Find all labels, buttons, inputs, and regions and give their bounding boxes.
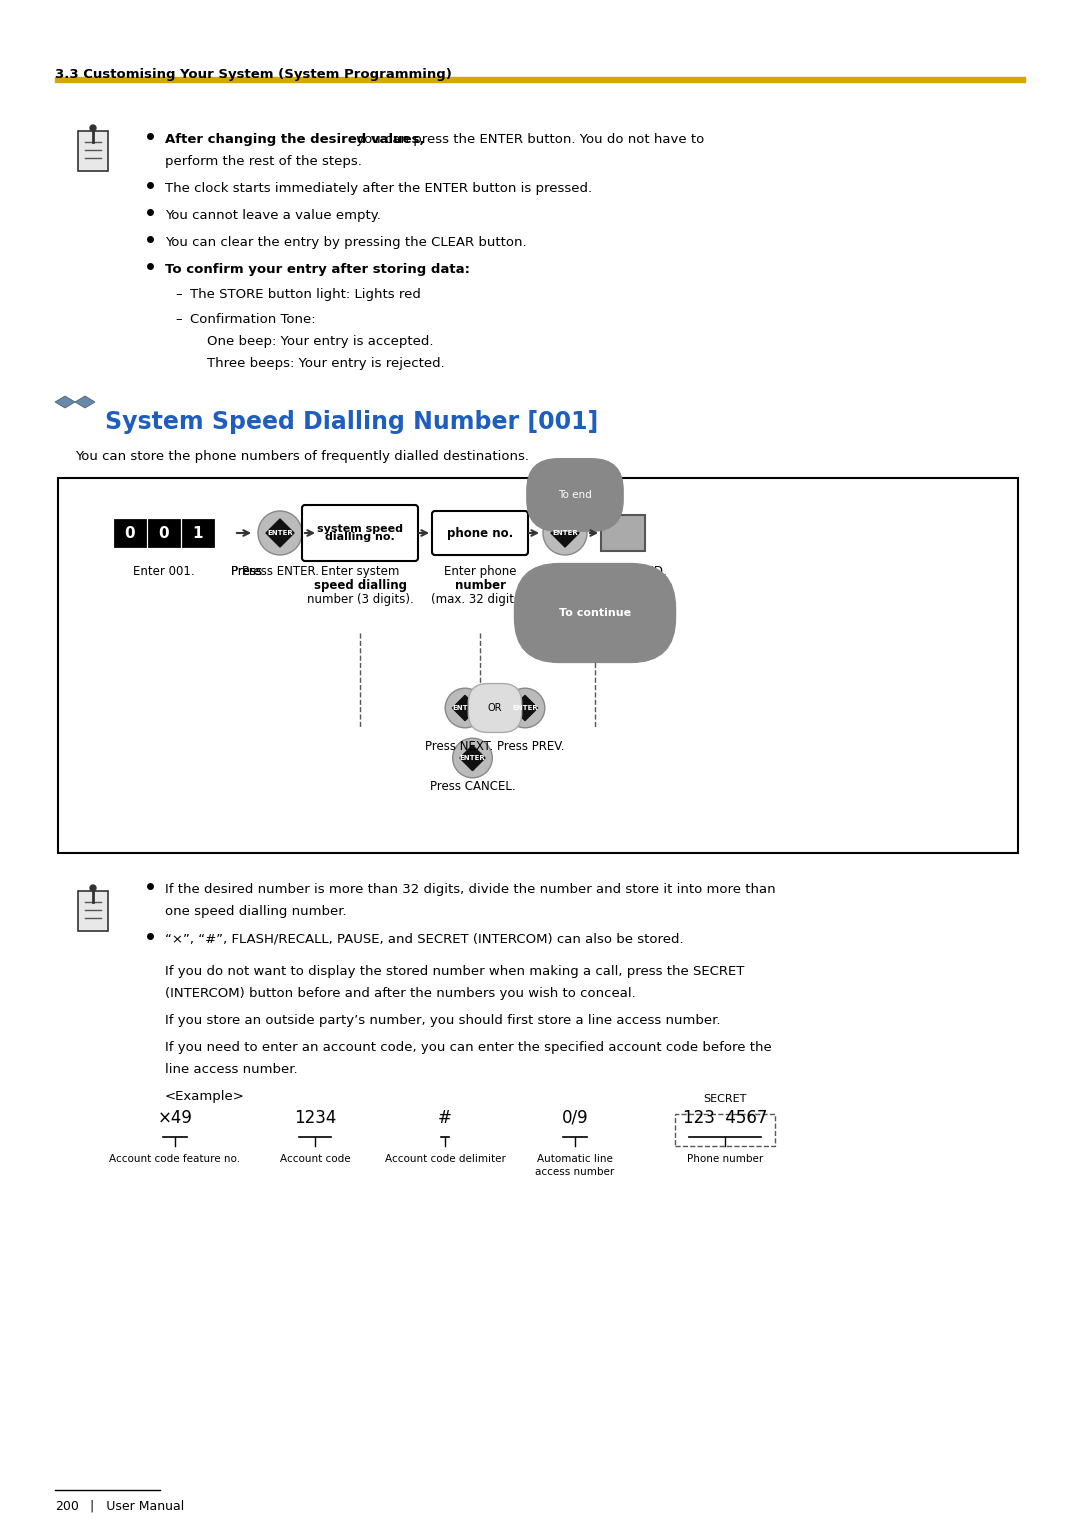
Text: Enter 001.: Enter 001. [133, 565, 194, 578]
Text: 1234: 1234 [294, 1109, 336, 1128]
Polygon shape [512, 695, 538, 721]
Ellipse shape [445, 688, 485, 727]
Text: speed dialling: speed dialling [313, 579, 406, 591]
Text: “×”, “#”, FLASH/RECALL, PAUSE, and SECRET (INTERCOM) can also be stored.: “×”, “#”, FLASH/RECALL, PAUSE, and SECRE… [165, 934, 684, 946]
Text: To continue: To continue [559, 608, 631, 617]
FancyBboxPatch shape [302, 504, 418, 561]
FancyBboxPatch shape [114, 520, 145, 545]
Text: Press END.: Press END. [603, 565, 666, 578]
Text: ENTER: ENTER [267, 530, 293, 536]
Polygon shape [266, 520, 294, 547]
Text: 0: 0 [124, 526, 135, 541]
Text: To end: To end [558, 490, 592, 500]
Polygon shape [460, 746, 485, 770]
Text: Confirmation Tone:: Confirmation Tone: [190, 313, 315, 325]
Text: #: # [438, 1109, 451, 1128]
Text: 1: 1 [192, 526, 203, 541]
Text: ENTER: ENTER [460, 755, 485, 761]
Text: dialling no.: dialling no. [325, 532, 395, 541]
Text: ENTER: ENTER [552, 530, 578, 536]
Text: ×49: ×49 [158, 1109, 192, 1128]
Text: System Speed Dialling Number [001]: System Speed Dialling Number [001] [105, 410, 598, 434]
Text: Account code feature no.: Account code feature no. [109, 1154, 241, 1164]
Text: You cannot leave a value empty.: You cannot leave a value empty. [165, 209, 381, 222]
FancyBboxPatch shape [78, 131, 108, 171]
Circle shape [90, 885, 96, 891]
FancyBboxPatch shape [432, 510, 528, 555]
Text: number (3 digits).: number (3 digits). [307, 593, 414, 607]
Text: Press: Press [231, 565, 266, 578]
Text: line access number.: line access number. [165, 1063, 298, 1076]
Text: perform the rest of the steps.: perform the rest of the steps. [165, 154, 362, 168]
Text: If you do not want to display the stored number when making a call, press the SE: If you do not want to display the stored… [165, 966, 744, 978]
Ellipse shape [505, 688, 544, 727]
Text: you can press the ENTER button. You do not have to: you can press the ENTER button. You do n… [352, 133, 704, 147]
Polygon shape [75, 396, 95, 408]
Polygon shape [55, 396, 75, 408]
Text: Press ENTER.: Press ENTER. [242, 565, 319, 578]
Bar [55, 76, 1025, 83]
Text: OR: OR [488, 703, 502, 714]
Text: 3.3 Customising Your System (System Programming): 3.3 Customising Your System (System Prog… [55, 69, 451, 81]
Text: Press NEXT. Press PREV.: Press NEXT. Press PREV. [426, 740, 565, 753]
Text: The clock starts immediately after the ENTER button is pressed.: The clock starts immediately after the E… [165, 182, 592, 196]
Text: If the desired number is more than 32 digits, divide the number and store it int: If the desired number is more than 32 di… [165, 883, 775, 895]
Text: Automatic line: Automatic line [537, 1154, 613, 1164]
FancyBboxPatch shape [183, 520, 213, 545]
Text: If you store an outside party’s number, you should first store a line access num: If you store an outside party’s number, … [165, 1015, 720, 1027]
Text: access number: access number [536, 1167, 615, 1177]
Text: One beep: Your entry is accepted.: One beep: Your entry is accepted. [190, 335, 433, 348]
Text: You can store the phone numbers of frequently dialled destinations.: You can store the phone numbers of frequ… [75, 451, 529, 463]
Text: ENTER: ENTER [453, 704, 477, 711]
Text: Enter phone: Enter phone [444, 565, 516, 578]
Polygon shape [551, 520, 579, 547]
FancyBboxPatch shape [78, 891, 108, 931]
Text: 200: 200 [55, 1500, 79, 1513]
FancyBboxPatch shape [675, 1114, 775, 1146]
Text: Account code delimiter: Account code delimiter [384, 1154, 505, 1164]
Text: ENTER: ENTER [512, 704, 538, 711]
Text: If you need to enter an account code, you can enter the specified account code b: If you need to enter an account code, yo… [165, 1041, 772, 1054]
Text: 0/9: 0/9 [562, 1109, 589, 1128]
Ellipse shape [453, 738, 492, 778]
Text: Account code: Account code [280, 1154, 350, 1164]
Text: <Example>: <Example> [165, 1089, 245, 1103]
Text: –: – [175, 313, 181, 325]
Text: Press: Press [231, 565, 266, 578]
Text: –: – [175, 287, 181, 301]
Text: one speed dialling number.: one speed dialling number. [165, 905, 347, 918]
Text: Press CANCEL.: Press CANCEL. [430, 779, 515, 793]
Text: (INTERCOM) button before and after the numbers you wish to conceal.: (INTERCOM) button before and after the n… [165, 987, 636, 999]
Polygon shape [453, 695, 477, 721]
Ellipse shape [258, 510, 302, 555]
Bar [600, 515, 645, 552]
Bar [58, 478, 1018, 853]
Text: To confirm your entry after storing data:: To confirm your entry after storing data… [165, 263, 470, 277]
Text: Three beeps: Your entry is rejected.: Three beeps: Your entry is rejected. [190, 358, 445, 370]
Text: The STORE button light: Lights red: The STORE button light: Lights red [190, 287, 421, 301]
Ellipse shape [543, 510, 588, 555]
Text: Enter system: Enter system [321, 565, 400, 578]
Text: |   User Manual: | User Manual [90, 1500, 185, 1513]
FancyBboxPatch shape [149, 520, 179, 545]
Text: number: number [455, 579, 505, 591]
Text: 123  4567: 123 4567 [683, 1109, 767, 1128]
Text: After changing the desired values,: After changing the desired values, [165, 133, 424, 147]
Text: (max. 32 digits).: (max. 32 digits). [431, 593, 529, 607]
Text: You can clear the entry by pressing the CLEAR button.: You can clear the entry by pressing the … [165, 235, 527, 249]
Text: SECRET: SECRET [703, 1094, 746, 1105]
Text: phone no.: phone no. [447, 527, 513, 539]
Text: 0: 0 [159, 526, 170, 541]
Text: system speed: system speed [318, 524, 403, 535]
Text: Press ENTER.: Press ENTER. [556, 565, 634, 578]
Circle shape [90, 125, 96, 131]
Text: Phone number: Phone number [687, 1154, 764, 1164]
